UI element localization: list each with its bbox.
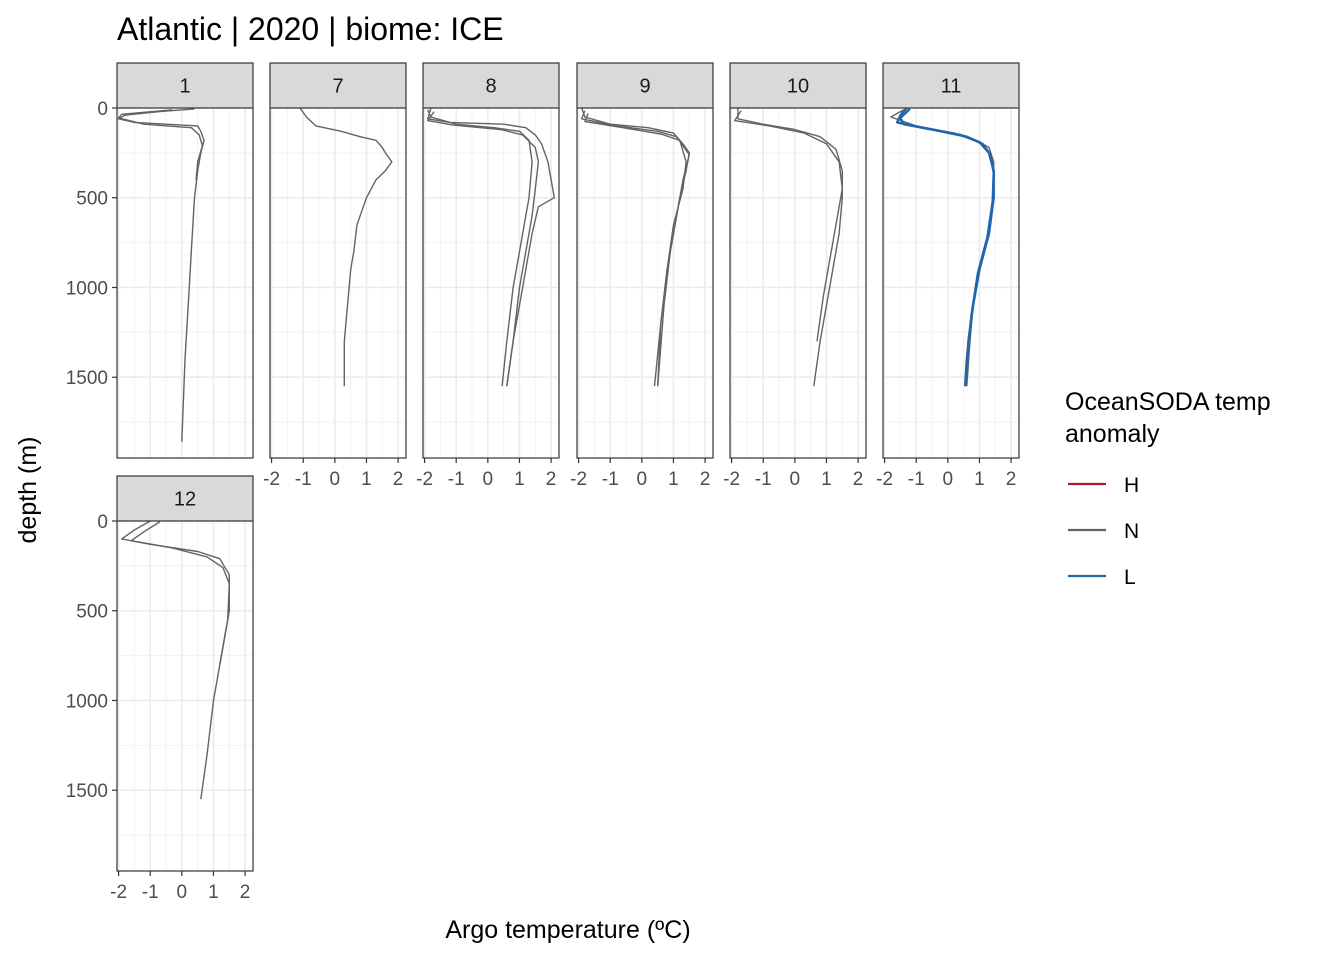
x-tick-label: 1 xyxy=(668,469,679,490)
facet-strip-label: 1 xyxy=(179,76,190,98)
profile-line-N-3 xyxy=(584,113,687,387)
profile-line-N-1 xyxy=(121,520,230,800)
legend-label-L: L xyxy=(1124,566,1136,589)
panel-background xyxy=(423,108,559,458)
x-tick-label: -1 xyxy=(755,469,772,490)
x-axis-title: Argo temperature (ºC) xyxy=(445,916,690,944)
panel-background xyxy=(117,108,253,458)
profile-line-L-3 xyxy=(899,108,995,387)
profile-line-N-1 xyxy=(427,107,555,387)
facet-panel-11: 11 -2 -1 0 1 2 xyxy=(876,62,1020,490)
profile-line-N-2 xyxy=(427,109,533,387)
facet-strip-label: 7 xyxy=(332,76,343,98)
legend-label-H: H xyxy=(1124,474,1139,497)
panel-background xyxy=(577,108,713,458)
y-axis-title: depth (m) xyxy=(14,437,42,544)
facet-strip-label: 10 xyxy=(787,76,809,98)
panel-background xyxy=(270,108,406,458)
x-tick-label: -1 xyxy=(142,882,159,903)
x-tick-label: 0 xyxy=(483,469,494,490)
panel-background xyxy=(730,108,866,458)
panel-background xyxy=(117,521,253,871)
x-tick-label: 0 xyxy=(637,469,648,490)
x-tick-label: 2 xyxy=(1006,469,1017,490)
profile-line-N-2 xyxy=(117,109,204,180)
profile-line-N-2 xyxy=(581,110,690,387)
x-tick-label: 0 xyxy=(330,469,341,490)
legend-title: OceanSODA temp anomaly xyxy=(1065,388,1271,448)
facet-panel-8: 8 -2 -1 0 1 2 xyxy=(416,62,560,490)
panel-border xyxy=(882,107,1020,459)
chart-title: Atlantic | 2020 | biome: ICE xyxy=(117,11,504,47)
x-tick-label: 1 xyxy=(514,469,525,490)
x-tick-label: 1 xyxy=(974,469,985,490)
panel-border xyxy=(422,107,560,459)
x-tick-label: -1 xyxy=(908,469,925,490)
profile-line-N-2 xyxy=(734,110,843,342)
x-tick-label: 2 xyxy=(853,469,864,490)
x-tick-label: -2 xyxy=(876,469,893,490)
panel-background xyxy=(883,108,1019,458)
facet-strip-label: 11 xyxy=(941,76,962,98)
profile-line-N-2 xyxy=(130,521,230,665)
facet-strip xyxy=(116,62,254,109)
x-tick-label: -2 xyxy=(110,882,127,903)
x-tick-label: 2 xyxy=(546,469,557,490)
x-tick-label: 0 xyxy=(177,882,188,903)
x-tick-label: 0 xyxy=(790,469,801,490)
panel-border xyxy=(269,107,407,459)
x-tick-label: 1 xyxy=(208,882,219,903)
x-tick-label: -2 xyxy=(416,469,433,490)
panel-border xyxy=(116,520,254,872)
legend-label-N: N xyxy=(1124,520,1139,543)
profile-line-N-3 xyxy=(427,111,540,387)
legend-title-line: anomaly xyxy=(1065,420,1160,448)
legend: OceanSODA temp anomaly HNL xyxy=(1065,388,1271,589)
facet-strip xyxy=(116,475,254,522)
profile-line-N-1 xyxy=(117,108,205,442)
facet-strip-label: 12 xyxy=(174,489,196,511)
y-tick-label: 500 xyxy=(76,602,108,623)
x-tick-label: -2 xyxy=(723,469,740,490)
x-tick-label: 2 xyxy=(700,469,711,490)
x-tick-label: 1 xyxy=(361,469,372,490)
x-tick-label: 1 xyxy=(821,469,832,490)
facet-strip xyxy=(882,62,1020,109)
panel-border xyxy=(729,107,867,459)
profile-line-N-1 xyxy=(737,108,843,387)
x-tick-label: -1 xyxy=(602,469,619,490)
facet-panel-7: 7 -2 -1 0 1 2 xyxy=(263,62,407,490)
y-tick-label: 1000 xyxy=(66,691,108,712)
y-tick-label: 1500 xyxy=(66,781,108,802)
panel-border xyxy=(116,107,254,459)
panel-border xyxy=(576,107,714,459)
facet-strip-label: 8 xyxy=(485,76,496,98)
x-tick-label: -2 xyxy=(570,469,587,490)
legend-title-line: OceanSODA temp xyxy=(1065,388,1271,416)
y-tick-label: 1000 xyxy=(66,278,108,299)
x-tick-label: 0 xyxy=(943,469,954,490)
facet-panel-10: 10 -2 -1 0 1 2 xyxy=(723,62,867,490)
facet-strip xyxy=(729,62,867,109)
profile-line-N-1 xyxy=(299,107,393,387)
y-tick-label: 0 xyxy=(97,99,108,120)
x-tick-label: 2 xyxy=(240,882,251,903)
facet-panel-1: 1 0 500 1000 1500 xyxy=(66,62,254,459)
facet-strip-label: 9 xyxy=(639,76,650,98)
x-tick-label: -1 xyxy=(448,469,465,490)
x-tick-label: -2 xyxy=(263,469,280,490)
y-tick-label: 500 xyxy=(76,189,108,210)
y-tick-label: 0 xyxy=(97,512,108,533)
facet-strip xyxy=(269,62,407,109)
facet-strip xyxy=(422,62,560,109)
legend-entries: HNL xyxy=(1068,474,1139,589)
y-tick-label: 1500 xyxy=(66,368,108,389)
facet-panel-9: 9 -2 -1 0 1 2 xyxy=(570,62,714,490)
x-tick-label: -1 xyxy=(295,469,312,490)
x-tick-label: 2 xyxy=(393,469,404,490)
